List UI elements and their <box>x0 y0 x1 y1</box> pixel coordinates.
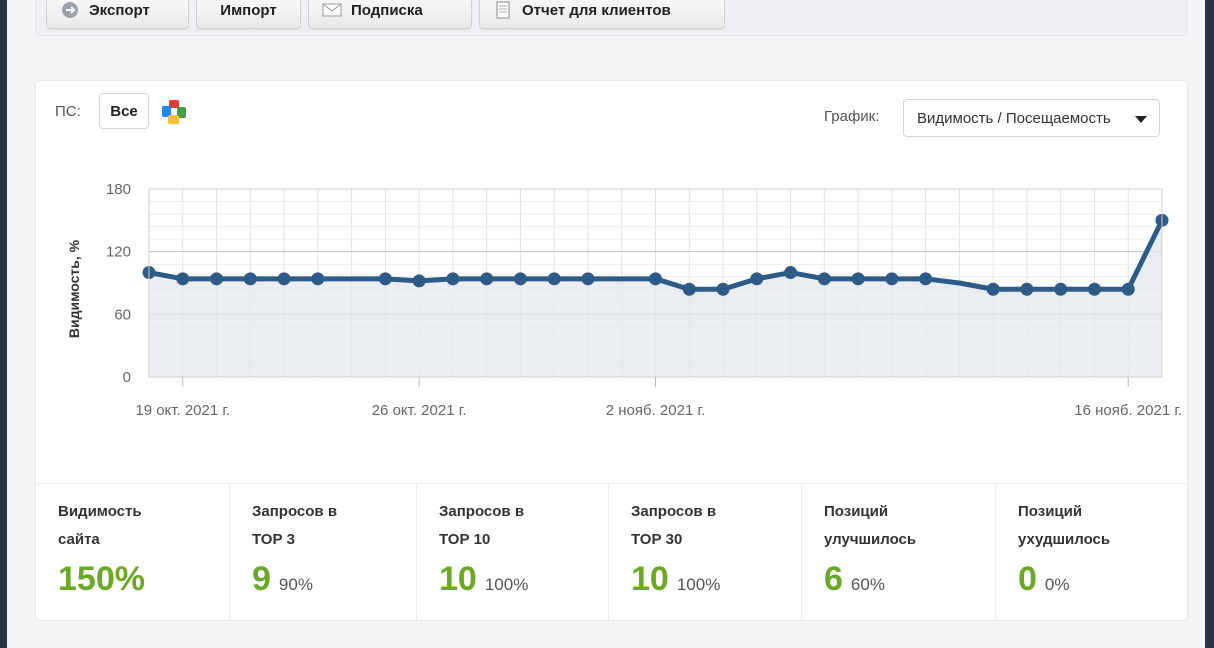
data-point <box>649 272 662 286</box>
data-point <box>446 272 460 286</box>
stat-percent: 60% <box>850 575 885 594</box>
left-window-edge <box>0 0 7 648</box>
envelope-icon <box>321 1 343 19</box>
data-point <box>513 272 527 286</box>
series-area <box>149 220 1162 377</box>
google-engine-icon[interactable] <box>160 98 188 126</box>
document-icon <box>492 1 514 19</box>
stat-value: 10 <box>631 560 669 598</box>
data-point <box>480 272 494 286</box>
plot-border <box>148 188 1163 378</box>
data-point <box>851 272 865 286</box>
import-button[interactable]: Импорт <box>196 0 301 29</box>
stat-label: Позиций улучшилось <box>824 503 917 548</box>
x-tick-label: 26 окт. 2021 г. <box>372 402 467 419</box>
data-point <box>581 272 595 286</box>
stat-worsened[interactable]: Позиций ухудшилось 0 0% <box>995 484 1187 621</box>
data-point <box>378 272 392 286</box>
data-point <box>1121 282 1135 296</box>
subscription-button[interactable]: Подписка <box>308 0 472 29</box>
graph-type-select[interactable]: Видимость / Посещаемость <box>903 99 1160 137</box>
data-point <box>243 272 257 286</box>
y-tick-label: 180 <box>106 181 131 198</box>
stat-value: 10 <box>439 560 477 598</box>
stat-value: 6 <box>824 560 843 598</box>
stat-site-visibility: Видимость сайта 150% <box>36 484 229 621</box>
data-point <box>1087 282 1101 296</box>
graph-type-label: График: <box>824 108 880 125</box>
stat-percent: 0% <box>1044 575 1070 594</box>
stat-label: Запросов в ТОР 3 <box>252 503 338 548</box>
stat-label: Запросов в ТОР 10 <box>439 503 525 548</box>
data-point <box>547 272 561 286</box>
all-engines-button[interactable]: Все <box>99 93 149 129</box>
data-point <box>784 266 798 280</box>
stat-top30[interactable]: Запросов в ТОР 30 10 100% <box>608 484 801 621</box>
export-button[interactable]: Экспорт <box>46 0 189 29</box>
stat-label: Позиций ухудшилось <box>1018 503 1111 548</box>
stat-label: Запросов в ТОР 30 <box>631 503 717 548</box>
right-window-edge <box>1205 0 1214 648</box>
client-report-label: Отчет для клиентов <box>522 1 671 19</box>
data-point <box>885 272 899 286</box>
data-point <box>1054 282 1068 296</box>
client-report-button[interactable]: Отчет для клиентов <box>479 0 725 29</box>
y-tick-label: 120 <box>106 244 131 261</box>
data-point <box>716 282 730 296</box>
data-point <box>817 272 831 286</box>
stat-value: 0 <box>1018 560 1037 598</box>
subscription-label: Подписка <box>351 1 423 19</box>
stat-percent: 100% <box>484 575 529 594</box>
x-tick-label: 16 нояб. 2021 г. <box>1074 402 1182 419</box>
x-tick-label: 2 нояб. 2021 г. <box>606 402 706 419</box>
data-point <box>750 272 764 286</box>
stat-improved[interactable]: Позиций улучшилось 6 60% <box>801 484 995 621</box>
x-tick-label: 19 окт. 2021 г. <box>135 402 230 419</box>
import-label: Импорт <box>220 1 277 19</box>
stat-top10[interactable]: Запросов в ТОР 10 10 100% <box>416 484 608 621</box>
stat-percent: 90% <box>278 575 313 594</box>
data-point <box>176 272 190 286</box>
data-point <box>210 272 224 286</box>
chevron-down-icon <box>1135 116 1147 123</box>
stat-value: 9 <box>252 560 271 598</box>
search-engine-label: ПС: <box>55 103 81 120</box>
visibility-panel: ПС: Все График: Видимость / Посещаемость… <box>35 80 1188 621</box>
data-point <box>412 274 426 288</box>
export-label: Экспорт <box>89 1 150 19</box>
stat-value: 150% <box>58 560 145 598</box>
data-point <box>682 282 696 296</box>
stats-row: Видимость сайта 150% Запросов в ТОР 3 9 … <box>36 483 1187 621</box>
stat-top3[interactable]: Запросов в ТОР 3 9 90% <box>229 484 416 621</box>
graph-type-value: Видимость / Посещаемость <box>917 109 1111 127</box>
stat-percent: 100% <box>676 575 721 594</box>
y-tick-label: 60 <box>114 306 131 323</box>
y-tick-label: 0 <box>123 369 131 386</box>
data-point <box>311 272 325 286</box>
toolbar: Экспорт Импорт Подписка Отчет для клиент… <box>35 0 1188 36</box>
data-point <box>1020 282 1034 296</box>
data-point <box>986 282 1000 296</box>
data-point <box>919 272 933 286</box>
stat-label: Видимость сайта <box>58 503 142 548</box>
export-icon <box>59 1 81 19</box>
data-point <box>277 272 291 286</box>
visibility-chart: 0 60 120 180 19 окт. 2021 г. 26 окт. 2021 г. 2… <box>106 181 1182 419</box>
